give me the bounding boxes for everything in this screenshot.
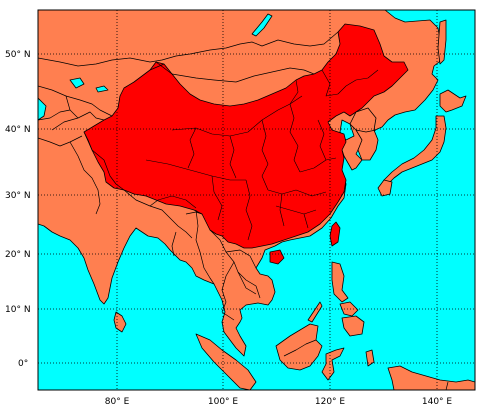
lon-label-120e: 120° E <box>315 397 346 407</box>
graticule <box>38 10 475 390</box>
philippines-mindanao <box>341 315 365 337</box>
lon-label-140e: 140° E <box>422 397 453 407</box>
caspian-sea <box>38 97 47 121</box>
lake-baikal <box>251 13 273 37</box>
lake-balkhash <box>95 85 109 93</box>
aral-sea <box>69 77 85 89</box>
lat-label-20n: 20° N <box>5 250 31 260</box>
hainan <box>269 249 285 265</box>
philippines-luzon <box>331 261 349 303</box>
china-province-boundaries <box>145 69 379 241</box>
lat-label-50n: 50° N <box>5 50 31 60</box>
lat-label-10n: 10° N <box>5 305 31 315</box>
lat-label-0: 0° <box>18 359 28 369</box>
japan-honshu <box>383 115 447 187</box>
halmahera <box>365 349 375 367</box>
japan-hokkaido <box>439 89 467 113</box>
borneo <box>275 323 323 371</box>
sulawesi <box>321 347 345 381</box>
lat-label-30n: 30° N <box>5 191 31 201</box>
sakhalin <box>437 19 447 65</box>
china <box>83 23 409 249</box>
national-boundaries <box>38 31 449 390</box>
lon-label-80e: 80° E <box>105 397 130 407</box>
new-guinea <box>387 365 475 390</box>
lon-label-100e: 100° E <box>208 397 239 407</box>
taiwan <box>329 221 341 247</box>
sumatra <box>195 333 257 390</box>
philippines-palawan <box>307 301 323 323</box>
philippines-visayas <box>339 301 359 317</box>
map-frame <box>37 9 476 391</box>
lat-label-40n: 40° N <box>5 125 31 135</box>
